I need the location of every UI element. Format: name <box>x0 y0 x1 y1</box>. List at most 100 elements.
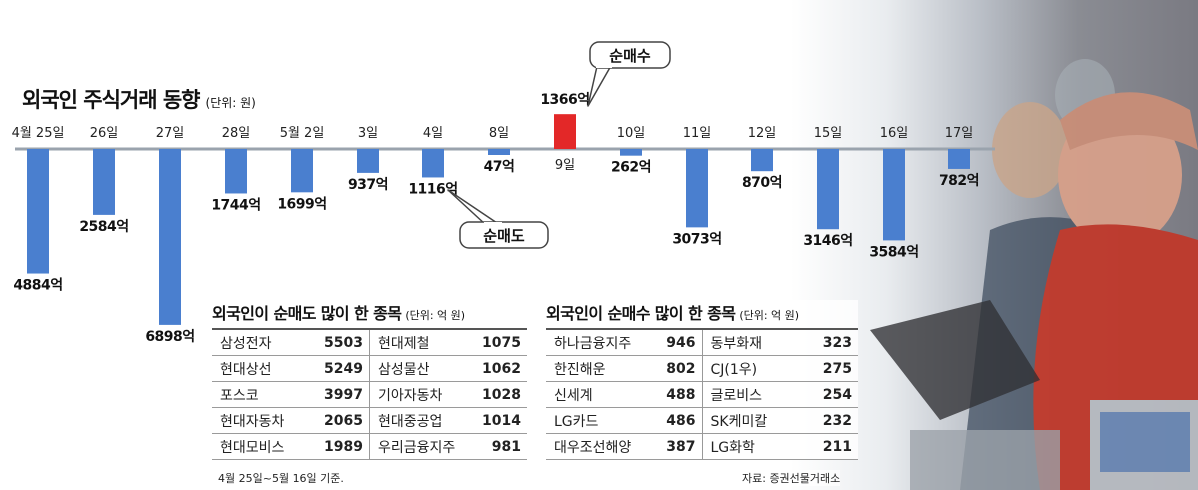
table-row: 삼성물산 1062 <box>370 356 527 382</box>
buy-table-panel: 외국인이 순매수 많이 한 종목 (단위: 억 원) 하나금융지주 946 한진해운… <box>546 300 858 460</box>
stock-value: 946 <box>666 334 696 351</box>
bar-10 <box>686 149 708 228</box>
category-label-4: 5월 2일 <box>280 126 325 141</box>
value-label-14: 782억 <box>939 173 979 189</box>
basis-note: 4월 25일~5월 16일 기준. <box>218 472 344 485</box>
sell-table-title: 외국인이 순매도 많이 한 종목 (단위: 억 원) <box>212 300 527 330</box>
stock-name: LG화학 <box>710 439 755 456</box>
stock-value: 486 <box>666 412 696 429</box>
table-row: 우리금융지주 981 <box>370 434 527 460</box>
buy-table-title: 외국인이 순매수 많이 한 종목 (단위: 억 원) <box>546 300 858 330</box>
stock-name: LG카드 <box>554 413 599 430</box>
stock-value: 2065 <box>324 412 363 429</box>
chart-title-unit: (단위: 원) <box>205 96 256 110</box>
bar-12 <box>817 149 839 230</box>
stock-value: 1989 <box>324 438 363 455</box>
chart-title: 외국인 주식거래 동향 (단위: 원) <box>22 84 256 114</box>
value-label-6: 1116억 <box>408 181 457 197</box>
table-row: SK케미칼 232 <box>702 408 858 434</box>
stock-value: 3997 <box>324 386 363 403</box>
stock-name: 신세계 <box>554 387 593 404</box>
bar-4 <box>291 149 313 193</box>
category-label-13: 16일 <box>880 126 909 141</box>
value-label-13: 3584억 <box>869 244 918 260</box>
bar-8 <box>554 114 576 149</box>
bar-6 <box>422 149 444 178</box>
stock-name: 기아자동차 <box>378 387 443 404</box>
table-row: 현대자동차 2065 <box>212 408 369 434</box>
table-row: 기아자동차 1028 <box>370 382 527 408</box>
table-row: 신세계 488 <box>546 382 702 408</box>
value-label-4: 1699억 <box>277 196 326 212</box>
category-label-7: 8일 <box>489 126 509 141</box>
bar-7 <box>488 149 510 155</box>
category-label-5: 3일 <box>358 126 378 141</box>
table-row: 하나금융지주 946 <box>546 330 702 356</box>
stock-name: 우리금융지주 <box>378 439 456 456</box>
stock-name: CJ(1우) <box>710 361 758 378</box>
category-label-0: 4월 25일 <box>12 126 65 141</box>
stock-value: 488 <box>666 386 696 403</box>
stock-name: 현대중공업 <box>378 413 443 430</box>
table-row: 삼성전자 5503 <box>212 330 369 356</box>
bar-5 <box>357 149 379 173</box>
table-row: 현대제철 1075 <box>370 330 527 356</box>
table-row: CJ(1우) 275 <box>702 356 858 382</box>
sell-table-col-right: 현대제철 1075 삼성물산 1062 기아자동차 1028 현대중공업 1014 우리… <box>369 330 527 460</box>
value-label-11: 870억 <box>742 175 782 191</box>
source-note: 자료: 증권선물거래소 <box>742 470 841 486</box>
value-label-7: 47억 <box>484 159 515 175</box>
stock-name: 현대모비스 <box>220 439 285 456</box>
stock-value: 1014 <box>482 412 521 429</box>
category-label-3: 28일 <box>222 126 251 141</box>
value-label-9: 262억 <box>611 160 651 176</box>
value-label-10: 3073억 <box>672 231 721 247</box>
buy-callout-label: 순매수 <box>609 47 651 65</box>
sell-callout: 순매도 <box>447 189 549 249</box>
stock-value: 387 <box>666 438 696 455</box>
category-label-11: 12일 <box>748 126 777 141</box>
category-label-14: 17일 <box>945 126 974 141</box>
stock-name: 대우조선해양 <box>554 439 632 456</box>
category-label-1: 26일 <box>90 126 119 141</box>
table-row: LG화학 211 <box>702 434 858 460</box>
value-label-2: 6898억 <box>145 329 194 345</box>
category-label-10: 11일 <box>683 126 712 141</box>
stock-name: 글로비스 <box>710 387 763 404</box>
stock-value: 232 <box>822 412 852 429</box>
table-row: 대우조선해양 387 <box>546 434 702 460</box>
bar-3 <box>225 149 247 194</box>
value-label-8: 1366억 <box>540 92 589 108</box>
sell-callout-label: 순매도 <box>483 227 525 245</box>
buy-table: 하나금융지주 946 한진해운 802 신세계 488 LG카드 486 대우조선해양 3… <box>546 330 858 460</box>
buy-callout: 순매수 <box>587 41 671 107</box>
stock-value: 1028 <box>482 386 521 403</box>
stock-name: 삼성전자 <box>220 335 272 352</box>
stock-name: 현대상선 <box>220 361 272 378</box>
stock-value: 802 <box>666 360 696 377</box>
buy-table-unit: (단위: 억 원) <box>739 309 800 322</box>
table-row: 한진해운 802 <box>546 356 702 382</box>
bar-2 <box>159 149 181 325</box>
category-label-2: 27일 <box>156 126 185 141</box>
bar-14 <box>948 149 970 169</box>
stock-name: 포스코 <box>220 387 259 404</box>
stock-value: 275 <box>822 360 852 377</box>
bar-9 <box>620 149 642 156</box>
stock-name: 하나금융지주 <box>554 335 632 352</box>
stock-value: 323 <box>822 334 852 351</box>
sell-table: 삼성전자 5503 현대상선 5249 포스코 3997 현대자동차 2065 현대모비… <box>212 330 527 460</box>
table-row: 동부화재 323 <box>702 330 858 356</box>
stock-value: 1075 <box>482 334 521 351</box>
stock-name: SK케미칼 <box>710 413 768 430</box>
sell-table-panel: 외국인이 순매도 많이 한 종목 (단위: 억 원) 삼성전자 5503 현대상선 5… <box>212 300 527 460</box>
sell-table-col-left: 삼성전자 5503 현대상선 5249 포스코 3997 현대자동차 2065 현대모비… <box>212 330 369 460</box>
buy-table-col-right: 동부화재 323 CJ(1우) 275 글로비스 254 SK케미칼 232 LG화학 2… <box>701 330 858 460</box>
table-row: 현대상선 5249 <box>212 356 369 382</box>
table-row: 글로비스 254 <box>702 382 858 408</box>
stock-value: 254 <box>822 386 852 403</box>
stock-name: 한진해운 <box>554 361 606 378</box>
